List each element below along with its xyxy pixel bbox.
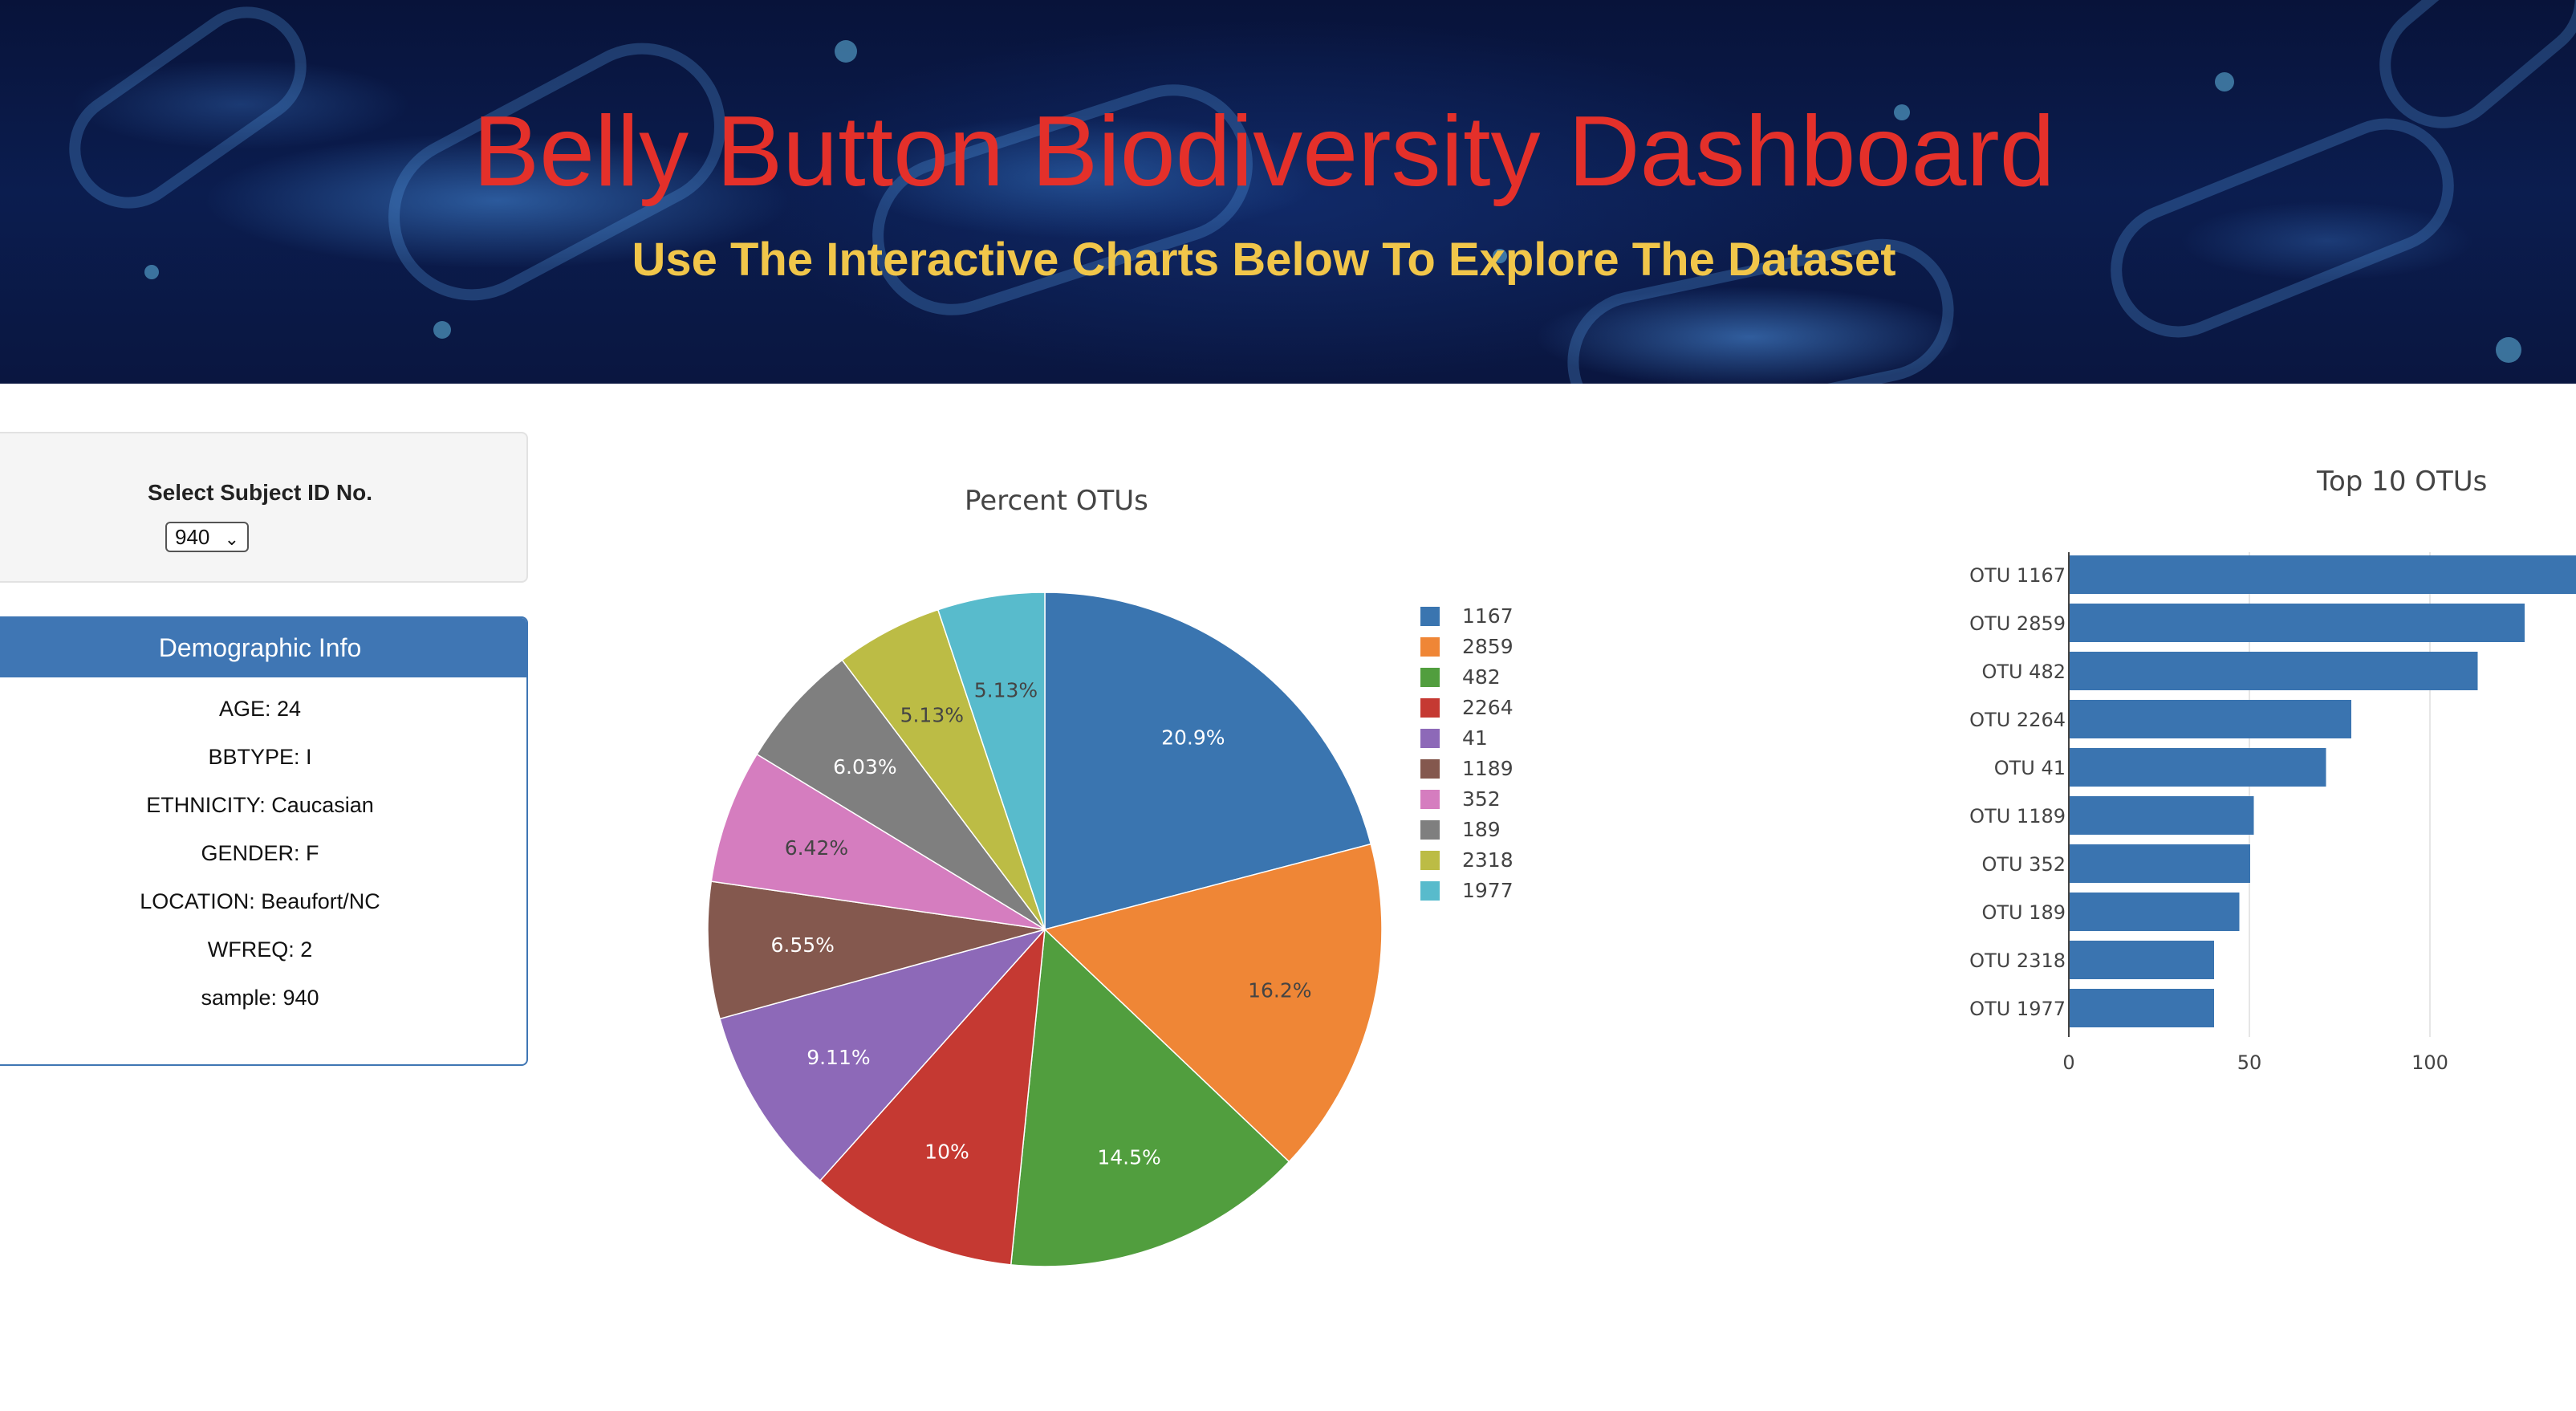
- demographic-item: AGE: 24: [218, 697, 302, 721]
- y-tick-label: OTU 1167: [1969, 564, 2066, 587]
- page-subtitle: Use The Interactive Charts Below To Expl…: [632, 234, 1896, 286]
- bar-otu-2859[interactable]: [2070, 604, 2525, 642]
- pie-slice-189[interactable]: [756, 659, 1046, 930]
- legend-label[interactable]: 2859: [1462, 635, 1514, 658]
- legend-label[interactable]: 1167: [1462, 604, 1514, 628]
- bar-otu-1977[interactable]: [2070, 989, 2214, 1027]
- cell-dot: [2215, 72, 2234, 91]
- y-tick-label: OTU 352: [1981, 853, 2066, 876]
- legend-swatch[interactable]: [1420, 729, 1440, 748]
- legend-swatch[interactable]: [1420, 637, 1440, 657]
- subject-select-label: Select Subject ID No.: [147, 480, 373, 505]
- pie-slice-label: 6.42%: [785, 836, 848, 860]
- pie-slice-label: 5.13%: [900, 703, 964, 726]
- bar-otu-189[interactable]: [2070, 893, 2240, 931]
- bar-otu-352[interactable]: [2070, 844, 2250, 883]
- x-tick-label: 50: [2237, 1051, 2262, 1074]
- demographic-item: ETHNICITY: Caucasian: [146, 793, 374, 817]
- demographic-info-panel: Demographic Info AGE: 24 BBTYPE: I ETHNI…: [0, 616, 528, 1066]
- cell-dot: [2496, 337, 2521, 363]
- bar-otu-2318[interactable]: [2070, 941, 2214, 979]
- pie-slice-label: 6.55%: [770, 933, 834, 957]
- demographic-item: sample: 940: [201, 986, 319, 1010]
- pie-slice-label: 9.11%: [807, 1046, 870, 1069]
- pie-slice-label: 16.2%: [1248, 978, 1311, 1002]
- pie-slice-352[interactable]: [710, 753, 1046, 930]
- bar-otu-1167[interactable]: [2070, 555, 2576, 594]
- y-tick-label: OTU 1189: [1969, 805, 2066, 827]
- demographic-item: BBTYPE: I: [208, 745, 312, 769]
- demographic-item: GENDER: F: [201, 841, 319, 865]
- pie-slice-41[interactable]: [719, 928, 1047, 1182]
- pie-slice-1167[interactable]: [1044, 592, 1372, 930]
- subject-id-value: 940: [175, 525, 210, 549]
- pie-slice-1977[interactable]: [937, 592, 1046, 930]
- cell-dot: [433, 321, 451, 339]
- legend-label[interactable]: 1189: [1462, 757, 1514, 780]
- subject-select-panel: Select Subject ID No. 940 ⌄: [0, 432, 528, 583]
- pie-slice-label: 20.9%: [1161, 726, 1225, 750]
- pie-slice-482[interactable]: [1010, 928, 1290, 1267]
- legend-label[interactable]: 352: [1462, 787, 1501, 811]
- pie-slice-2859[interactable]: [1043, 843, 1383, 1163]
- bar-chart-title: Top 10 OTUs: [2317, 466, 2488, 498]
- pie-slice-label: 6.03%: [833, 755, 896, 779]
- demographic-item: LOCATION: Beaufort/NC: [140, 889, 380, 913]
- bar-otu-41[interactable]: [2070, 748, 2326, 787]
- cell-dot: [1894, 104, 1910, 120]
- cell-dot: [144, 265, 159, 279]
- demographic-info-title: Demographic Info: [0, 618, 526, 677]
- pie-chart-title: Percent OTUs: [965, 485, 1148, 517]
- legend-label[interactable]: 41: [1462, 726, 1488, 750]
- legend-swatch[interactable]: [1420, 698, 1440, 718]
- pie-slice-label: 5.13%: [974, 679, 1038, 702]
- bar-otu-1189[interactable]: [2070, 796, 2254, 835]
- y-tick-label: OTU 1977: [1969, 998, 2066, 1020]
- y-tick-label: OTU 2264: [1969, 709, 2066, 731]
- pie-slice-label: 14.5%: [1097, 1146, 1160, 1169]
- legend-label[interactable]: 482: [1462, 665, 1501, 689]
- y-tick-label: OTU 189: [1981, 901, 2066, 924]
- bar-otu-2264[interactable]: [2070, 700, 2351, 738]
- y-tick-label: OTU 41: [1994, 757, 2066, 779]
- x-tick-label: 100: [2411, 1051, 2448, 1074]
- chevron-down-icon: ⌄: [224, 529, 239, 549]
- legend-label[interactable]: 2318: [1462, 848, 1514, 872]
- pie-slice-label: 10%: [924, 1141, 969, 1164]
- x-tick-label: 0: [2062, 1051, 2074, 1074]
- subject-id-dropdown[interactable]: 940 ⌄: [165, 522, 249, 552]
- cell-dot: [835, 40, 857, 63]
- bar-otu-482[interactable]: [2070, 652, 2478, 690]
- legend-swatch[interactable]: [1420, 759, 1440, 779]
- legend-label[interactable]: 189: [1462, 818, 1501, 841]
- legend-swatch[interactable]: [1420, 668, 1440, 687]
- legend-swatch[interactable]: [1420, 607, 1440, 626]
- y-tick-label: OTU 482: [1981, 661, 2066, 683]
- legend-swatch[interactable]: [1420, 881, 1440, 901]
- legend-label[interactable]: 1977: [1462, 879, 1514, 902]
- legend-swatch[interactable]: [1420, 851, 1440, 870]
- legend-label[interactable]: 2264: [1462, 696, 1514, 719]
- y-tick-label: OTU 2859: [1969, 612, 2066, 635]
- legend-swatch[interactable]: [1420, 790, 1440, 809]
- legend-swatch[interactable]: [1420, 820, 1440, 840]
- pie-slice-1189[interactable]: [707, 880, 1046, 1020]
- cell-dot: [1493, 249, 1507, 263]
- pie-slice-2264[interactable]: [819, 927, 1046, 1266]
- page-title: Belly Button Biodiversity Dashboard: [473, 96, 2055, 207]
- header-banner: Belly Button Biodiversity Dashboard Use …: [0, 0, 2576, 384]
- y-tick-label: OTU 2318: [1969, 949, 2066, 972]
- demographic-item: WFREQ: 2: [207, 937, 313, 962]
